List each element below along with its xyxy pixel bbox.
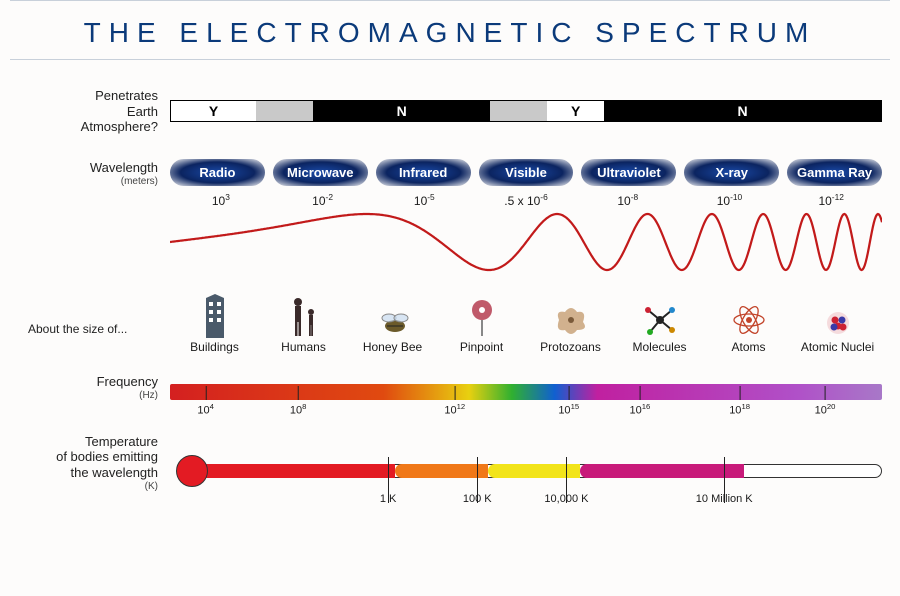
size-label: Atomic Nuclei [793,340,882,354]
wavelength-value: 10-10 [679,192,781,208]
size-label: Molecules [615,340,704,354]
wavelength-pill: Gamma Ray [787,159,882,186]
molecule-icon [615,294,704,338]
rule-under-title [10,59,890,60]
label-temperature: Temperature of bodies emitting the wavel… [0,434,170,493]
size-item [793,294,882,338]
temp-l1: Temperature [0,434,158,450]
label-frequency: Frequency (Hz) [0,374,170,402]
building-icon [170,294,259,338]
size-item [704,294,793,338]
wavelength-value: .5 x 10-6 [475,192,577,208]
wavelength-values: 10310-210-5.5 x 10-610-810-1010-12 [170,192,882,208]
pen-l1: Penetrates [0,88,158,104]
penetration-bar: YNYN [170,100,882,122]
size-label: Pinpoint [437,340,526,354]
wavelength-pill: X-ray [684,159,779,186]
pen-l3: Atmosphere? [0,119,158,135]
wl-label: Wavelength [0,160,158,176]
penetration-segment: Y [171,101,256,121]
row-wave: About the size of... BuildingsHumansHone… [0,210,900,354]
penetration-segment: N [604,101,881,121]
size-item [615,294,704,338]
wavelength-value: 10-5 [373,192,475,208]
wave-diagram [170,210,882,274]
size-item [348,294,437,338]
size-item [259,294,348,338]
size-label: Humans [259,340,348,354]
wavelength-pill: Radio [170,159,265,186]
size-item [170,294,259,338]
wavelength-value: 10-2 [272,192,374,208]
size-label: Honey Bee [348,340,437,354]
size-item [437,294,526,338]
protozoa-icon [526,294,615,338]
freq-label: Frequency [0,374,158,390]
frequency-tick: 1018 [729,402,750,417]
wavelength-pill: Ultraviolet [581,159,676,186]
row-wavelength: Wavelength (meters) Radio Microwave Infrar… [0,141,900,208]
label-wavelength: Wavelength (meters) [0,160,170,188]
frequency-tick: 1012 [444,402,465,417]
temp-l2: of bodies emitting [0,449,158,465]
size-comparison-row [170,278,882,338]
frequency-ticks: 104 108 1012 1015 1016 1018 1020 [170,402,882,414]
label-penetration: Penetrates Earth Atmosphere? [0,88,170,135]
temp-unit: (K) [0,481,158,493]
atom-icon [704,294,793,338]
penetration-segment: N [313,101,491,121]
wave-path [170,214,882,270]
freq-unit: (Hz) [0,390,158,402]
row-penetration: Penetrates Earth Atmosphere? YNYN [0,88,900,135]
wavelength-pill: Microwave [273,159,368,186]
wavelength-value: 10-12 [780,192,882,208]
penetration-segment [256,101,313,121]
thermometer: 1 K100 K10,000 K10 Million K [170,455,882,489]
temp-l3: the wavelength [0,465,158,481]
penetration-segment: Y [547,101,604,121]
size-label: Protozoans [526,340,615,354]
humans-icon [259,294,348,338]
frequency-tick: 104 [197,402,214,417]
row-frequency: Frequency (Hz) 104 108 1012 1015 1016 1018 102… [0,362,900,414]
wavelength-value: 10-8 [577,192,679,208]
page-title: THE ELECTROMAGNETIC SPECTRUM [0,1,900,59]
frequency-tick: 1016 [630,402,651,417]
size-labels: BuildingsHumansHoney BeePinpointProtozoa… [170,340,882,354]
pin-icon [437,294,526,338]
row-temperature: Temperature of bodies emitting the wavel… [0,434,900,493]
pen-l2: Earth [0,104,158,120]
penetration-segment [490,101,547,121]
wavelength-pill: Visible [479,159,574,186]
size-item [526,294,615,338]
temperature-tick-label: 100 K [463,493,492,505]
size-label: Atoms [704,340,793,354]
wl-unit: (meters) [0,176,158,188]
wavelength-pill: Infrared [376,159,471,186]
wavelength-value: 103 [170,192,272,208]
temperature-tick-label: 10,000 K [544,493,588,505]
wavelength-pills: Radio Microwave Infrared Visible Ultraviolet… [170,159,882,186]
bee-icon [348,294,437,338]
nucleus-icon [793,294,882,338]
frequency-tick: 1015 [558,402,579,417]
size-caption: About the size of... [28,322,178,336]
frequency-gradient-bar [170,384,882,400]
frequency-tick: 1020 [815,402,836,417]
temperature-tick-label: 1 K [380,493,397,505]
temperature-ticks: 1 K100 K10,000 K10 Million K [196,455,882,489]
temperature-tick-label: 10 Million K [696,493,753,505]
size-label: Buildings [170,340,259,354]
frequency-tick: 108 [290,402,307,417]
